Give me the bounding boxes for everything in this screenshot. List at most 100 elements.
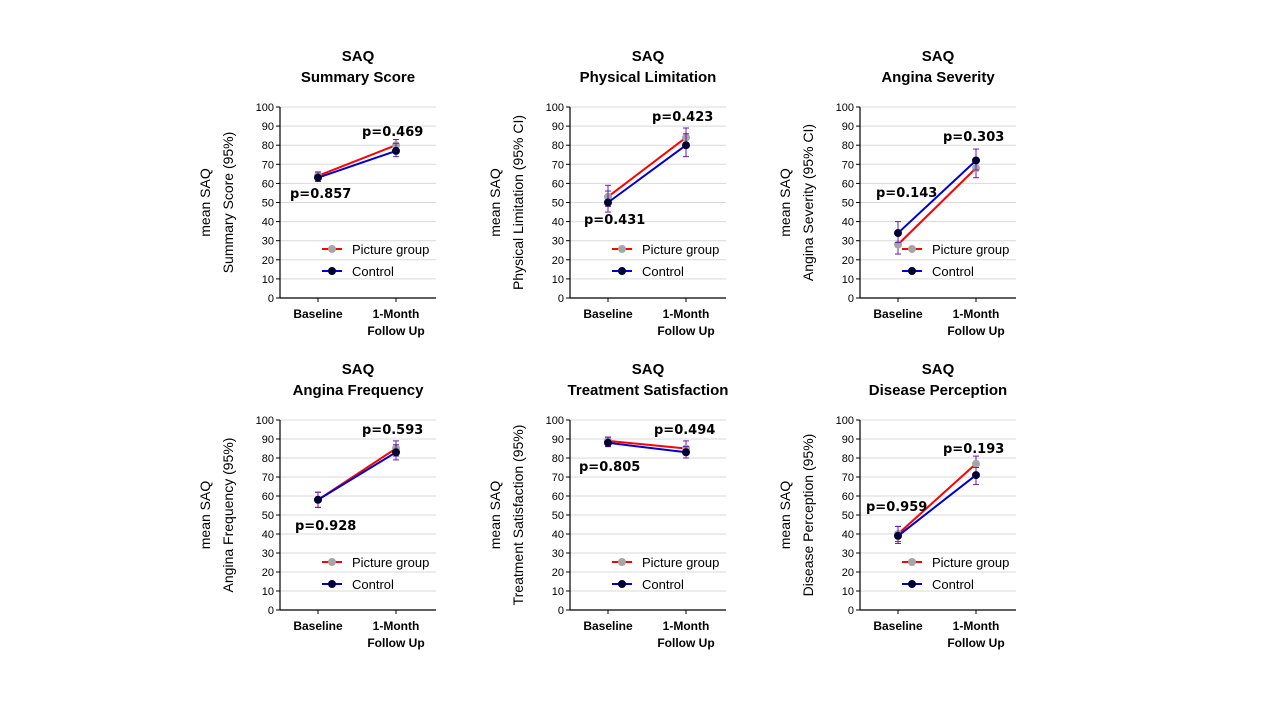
y-tick-label: 40 <box>552 217 564 229</box>
y-tick-label: 10 <box>552 586 564 598</box>
y-tick-label: 70 <box>842 159 854 171</box>
chart-panel-6: SAQ Disease Perception mean SAQ Disease Per… <box>777 361 1016 650</box>
y-tick-label: 90 <box>842 434 854 446</box>
y-tick-label: 60 <box>262 178 274 190</box>
y-tick-label: 20 <box>552 255 564 267</box>
legend: Picture group Control <box>322 242 429 279</box>
y-tick-label: 10 <box>552 274 564 286</box>
x-tick-label: 1-Month Follow Up <box>367 307 424 338</box>
chart-title-line2: Disease Perception <box>869 382 1007 399</box>
y-tick-label: 40 <box>842 529 854 541</box>
y-tick-label: 40 <box>842 217 854 229</box>
y-tick-label: 30 <box>552 548 564 560</box>
series-line <box>317 149 397 179</box>
y-axis-label-line2: Summary Score (95%) <box>220 132 236 274</box>
y-tick-label: 100 <box>546 415 564 427</box>
y-tick-label: 100 <box>836 415 854 427</box>
series-picture-group <box>894 158 980 255</box>
y-tick-label: 0 <box>268 605 274 617</box>
legend-swatch-marker <box>328 245 336 253</box>
y-tick-label: 60 <box>552 178 564 190</box>
y-tick-label: 30 <box>262 236 274 248</box>
y-tick-label: 80 <box>842 453 854 465</box>
y-tick-label: 50 <box>552 198 564 210</box>
y-tick-label: 50 <box>842 198 854 210</box>
legend-label: Picture group <box>642 242 719 257</box>
data-point <box>604 198 612 207</box>
chart-title-line2: Physical Limitation <box>580 69 717 86</box>
chart-title-line1: SAQ <box>632 48 665 65</box>
data-point <box>972 459 980 468</box>
y-axis-label-line2: Treatment Satisfaction (95%) <box>510 425 526 606</box>
p-value-label: p=0.423 <box>652 110 713 125</box>
p-value-label: p=0.469 <box>362 125 423 140</box>
y-axis-label-line1: mean SAQ <box>777 168 793 237</box>
legend-swatch-marker <box>908 580 916 588</box>
y-tick-label: 100 <box>256 102 274 114</box>
y-tick-label: 90 <box>552 434 564 446</box>
x-tick-label: 1-Month Follow Up <box>947 307 1004 338</box>
y-tick-label: 10 <box>842 586 854 598</box>
legend-swatch-marker <box>328 267 336 275</box>
series-control <box>314 142 400 182</box>
y-tick-label: 60 <box>842 491 854 503</box>
y-tick-label: 90 <box>262 121 274 133</box>
y-tick-label: 40 <box>262 529 274 541</box>
legend-swatch-marker <box>618 267 626 275</box>
chart-panel-5: SAQ Treatment Satisfaction mean SAQ Treatme… <box>487 361 728 650</box>
y-tick-label: 80 <box>552 453 564 465</box>
p-value-label: p=0.143 <box>876 186 937 201</box>
x-tick-label: Baseline <box>583 619 633 633</box>
chart-title-line1: SAQ <box>922 361 955 378</box>
series-line <box>897 159 977 234</box>
y-tick-label: 10 <box>842 274 854 286</box>
y-tick-label: 80 <box>262 140 274 152</box>
y-tick-label: 60 <box>262 491 274 503</box>
data-point <box>972 471 980 480</box>
y-tick-label: 80 <box>842 140 854 152</box>
p-value-label: p=0.431 <box>584 213 645 228</box>
series-line <box>607 439 687 450</box>
legend: Picture group Control <box>612 555 719 592</box>
p-value-label: p=0.593 <box>362 423 423 438</box>
y-tick-label: 50 <box>552 510 564 522</box>
data-point <box>604 438 612 447</box>
y-tick-label: 60 <box>552 491 564 503</box>
y-tick-label: 100 <box>256 415 274 427</box>
chart-panel-3: SAQ Angina Severity mean SAQ Angina Severit… <box>777 48 1016 338</box>
chart-title-line1: SAQ <box>632 361 665 378</box>
y-tick-label: 80 <box>552 140 564 152</box>
data-point <box>972 156 980 165</box>
x-tick-label: 1-Month Follow Up <box>947 619 1004 650</box>
legend-label: Picture group <box>932 555 1009 570</box>
y-tick-label: 70 <box>842 472 854 484</box>
p-value-label: p=0.857 <box>290 187 351 202</box>
y-tick-label: 20 <box>262 255 274 267</box>
series-line <box>897 167 977 246</box>
y-tick-label: 100 <box>836 102 854 114</box>
legend: Picture group Control <box>612 242 719 279</box>
y-axis-label-line2: Disease Perception (95%) <box>800 434 816 597</box>
data-point <box>314 173 322 182</box>
legend-swatch-marker <box>328 580 336 588</box>
y-tick-label: 30 <box>842 236 854 248</box>
chart-title-line2: Angina Severity <box>881 69 995 86</box>
legend: Picture group Control <box>322 555 429 592</box>
series-picture-group <box>314 440 400 508</box>
y-tick-label: 0 <box>558 293 564 305</box>
chart-title-line1: SAQ <box>922 48 955 65</box>
legend-swatch-marker <box>618 245 626 253</box>
legend-swatch-marker <box>328 558 336 566</box>
y-tick-label: 30 <box>842 548 854 560</box>
y-tick-label: 20 <box>842 567 854 579</box>
y-tick-label: 40 <box>262 217 274 229</box>
y-tick-label: 30 <box>262 548 274 560</box>
y-axis-label-line1: mean SAQ <box>487 168 503 237</box>
y-axis-label-line1: mean SAQ <box>197 168 213 237</box>
series-line <box>607 441 687 454</box>
series-control <box>314 444 400 508</box>
series-control <box>894 467 980 544</box>
legend: Picture group Control <box>902 555 1009 592</box>
p-value-label: p=0.494 <box>654 423 715 438</box>
y-tick-label: 20 <box>842 255 854 267</box>
